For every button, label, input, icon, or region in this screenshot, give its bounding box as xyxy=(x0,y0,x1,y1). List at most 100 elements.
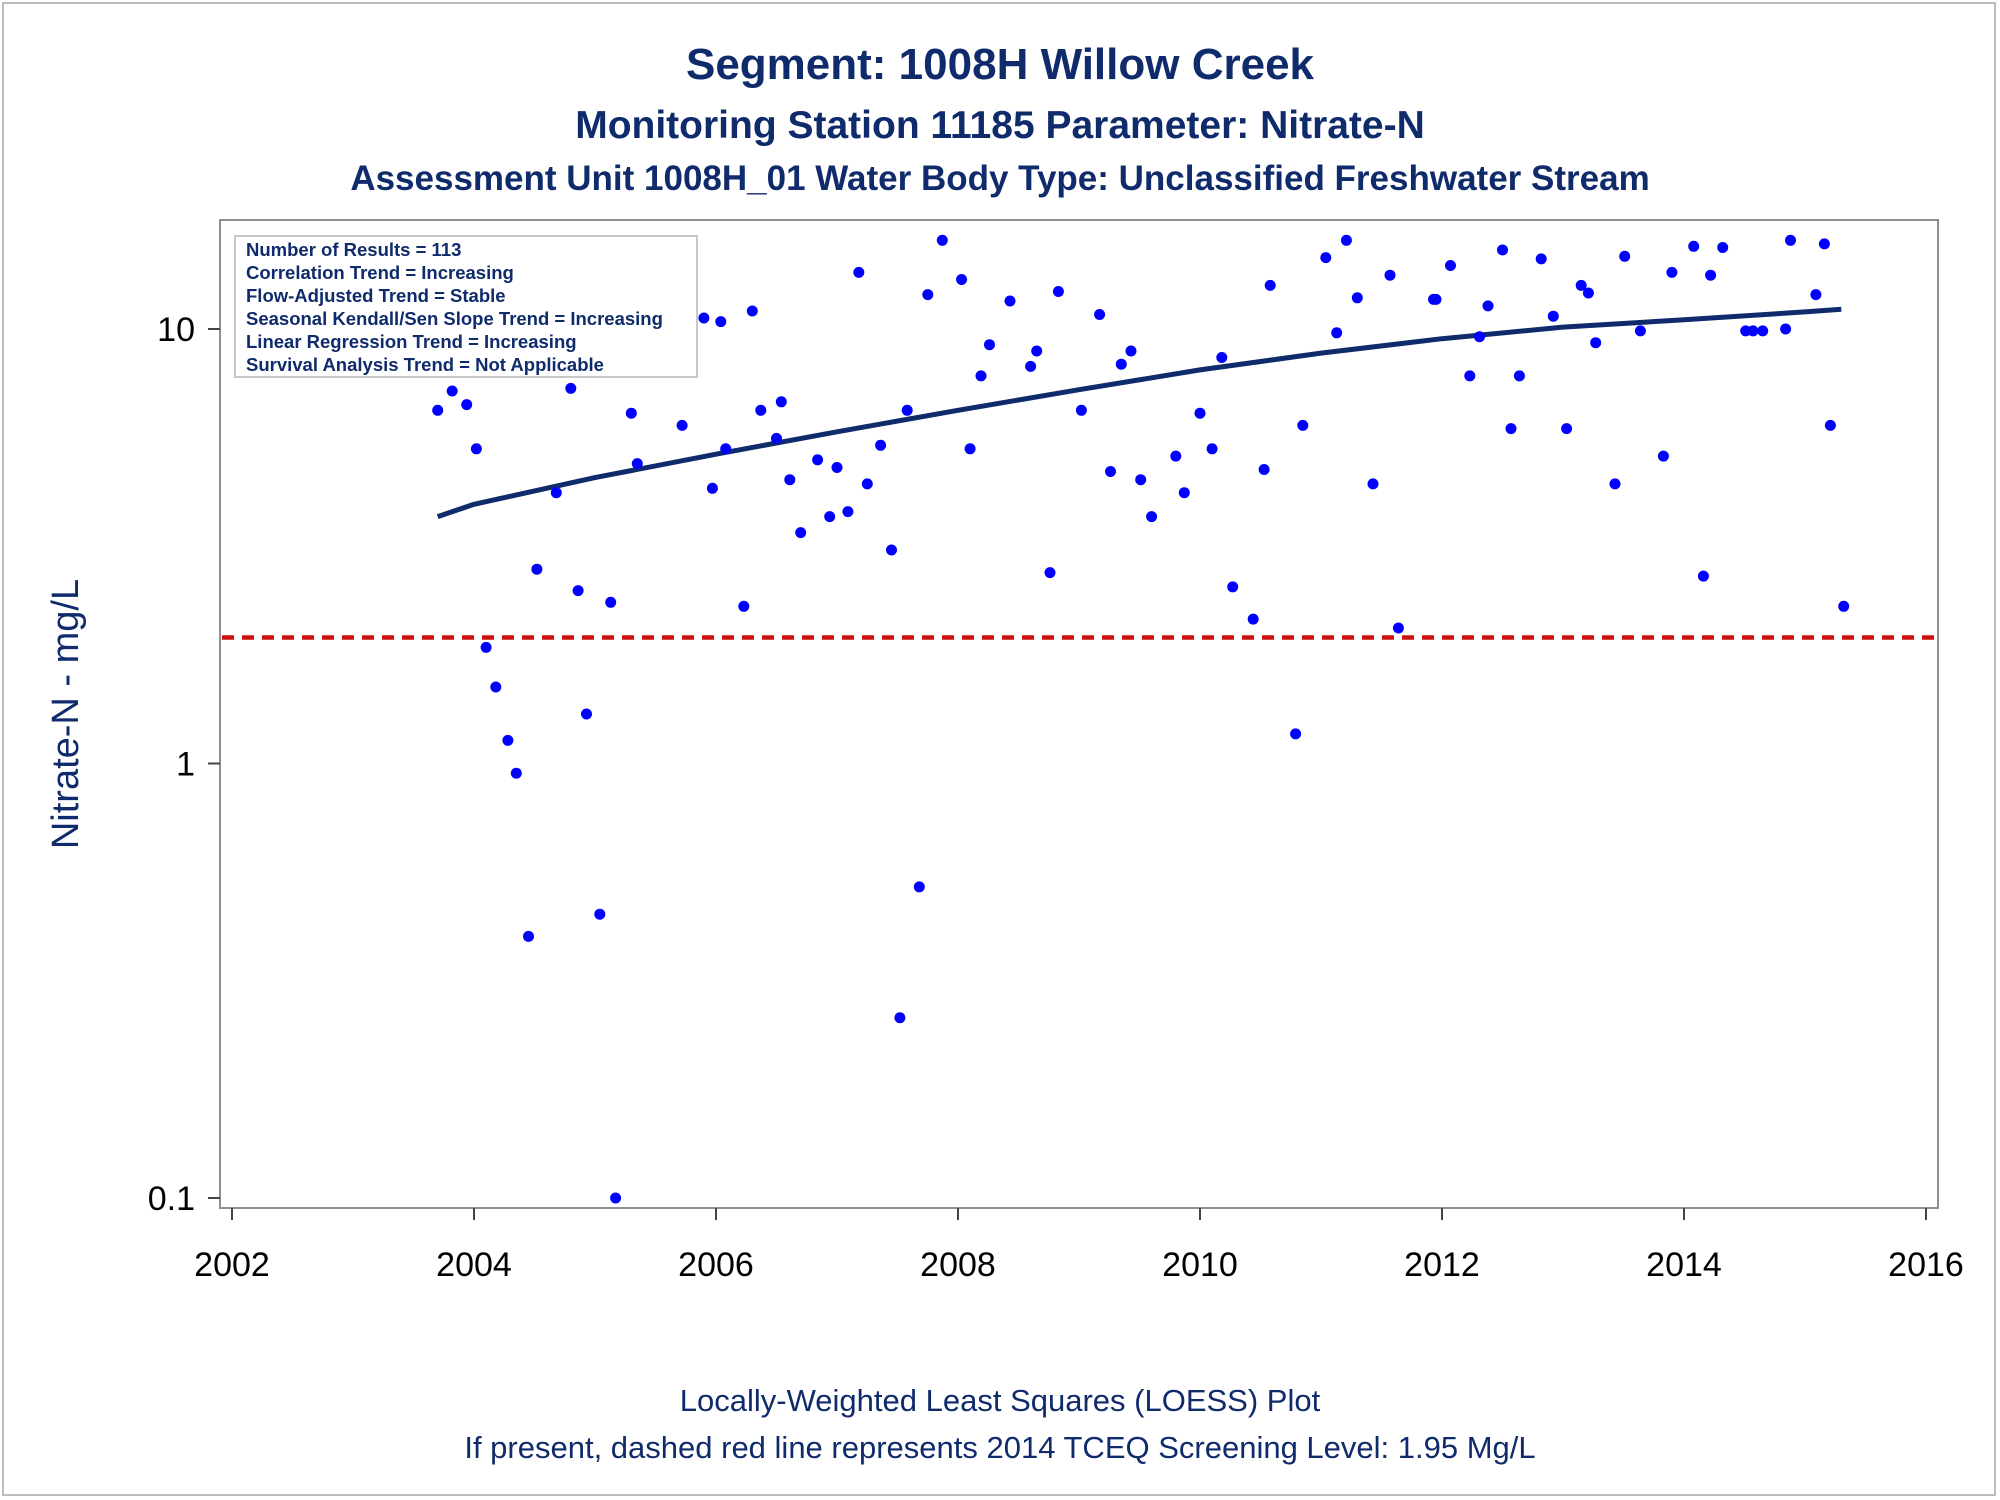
data-point xyxy=(964,443,976,455)
x-tick-label: 2014 xyxy=(1646,1246,1722,1284)
legend-entry: Flow-Adjusted Trend = Stable xyxy=(246,285,506,306)
data-point xyxy=(1666,266,1678,278)
data-point xyxy=(490,681,502,693)
data-point xyxy=(1105,466,1116,477)
data-point xyxy=(1044,567,1056,579)
data-point xyxy=(1258,464,1270,475)
data-point xyxy=(1264,279,1276,291)
data-point xyxy=(1216,352,1228,363)
data-point xyxy=(842,506,854,518)
data-point xyxy=(1634,325,1646,337)
data-point xyxy=(1590,337,1602,349)
chart-subtitle: Monitoring Station 11185 Parameter: Nitr… xyxy=(575,104,1425,147)
data-point xyxy=(746,305,758,317)
data-point xyxy=(1582,287,1594,299)
data-point xyxy=(1320,252,1332,264)
data-point xyxy=(1206,443,1218,455)
data-point xyxy=(1094,309,1106,320)
data-point xyxy=(715,316,727,328)
data-point xyxy=(1464,370,1476,382)
data-point xyxy=(1609,478,1621,490)
data-point xyxy=(913,881,925,893)
data-point xyxy=(1178,487,1190,499)
y-axis: 0.1 1 10 xyxy=(148,311,220,1218)
data-point xyxy=(755,404,767,416)
data-point xyxy=(631,458,643,470)
legend-entry: Number of Results = 113 xyxy=(246,239,461,260)
data-point xyxy=(1367,478,1379,490)
data-point xyxy=(581,708,592,720)
data-point xyxy=(550,487,562,499)
data-point xyxy=(1004,295,1016,307)
x-tick-label: 2006 xyxy=(678,1246,754,1284)
data-point xyxy=(853,266,865,278)
x-tick-label: 2002 xyxy=(194,1246,270,1284)
legend-box xyxy=(234,235,698,378)
data-point xyxy=(432,404,444,416)
data-point xyxy=(1247,613,1259,625)
y-tick-label: 0.1 xyxy=(148,1180,195,1218)
data-point xyxy=(1331,327,1343,339)
data-point xyxy=(1547,310,1559,322)
data-point xyxy=(984,339,995,351)
data-point xyxy=(795,527,807,539)
data-point xyxy=(1824,419,1836,431)
data-point xyxy=(936,234,948,246)
y-tick-label: 1 xyxy=(176,746,195,784)
data-point xyxy=(698,312,710,324)
legend-entry: Survival Analysis Trend = Not Applicable xyxy=(246,354,604,375)
data-point xyxy=(594,908,606,920)
legend-entry: Correlation Trend = Increasing xyxy=(246,262,514,283)
data-point xyxy=(861,478,873,490)
data-point xyxy=(1135,474,1147,486)
data-point xyxy=(956,274,968,285)
data-point xyxy=(1351,292,1363,304)
x-tick-label: 2012 xyxy=(1404,1246,1480,1284)
chart-subtitle-2: Assessment Unit 1008H_01 Water Body Type… xyxy=(350,159,1649,198)
data-point xyxy=(1052,286,1064,297)
data-point xyxy=(812,454,824,466)
data-point xyxy=(1575,279,1587,291)
data-point xyxy=(605,596,617,608)
plot-area xyxy=(219,219,1939,1209)
footnote-loess: Locally-Weighted Least Squares (LOESS) P… xyxy=(680,1383,1321,1418)
data-point xyxy=(610,1192,622,1204)
data-point xyxy=(1227,581,1239,593)
data-point xyxy=(1561,423,1573,435)
data-point xyxy=(1290,728,1302,740)
data-point xyxy=(1705,269,1717,281)
x-axis: 2002 2004 2006 2008 2010 2012 2014 2016 xyxy=(194,1208,1964,1284)
data-point xyxy=(531,563,543,575)
legend-entry: Seasonal Kendall/Sen Slope Trend = Incre… xyxy=(246,308,663,329)
data-point xyxy=(523,930,534,942)
data-point xyxy=(1818,238,1830,250)
data-point xyxy=(1810,289,1822,301)
data-point xyxy=(1505,423,1517,435)
data-point xyxy=(1780,323,1792,335)
data-point xyxy=(1384,269,1396,281)
data-point xyxy=(1146,511,1158,523)
data-point xyxy=(1340,234,1352,246)
data-point xyxy=(1497,244,1508,256)
x-tick-label: 2008 xyxy=(920,1246,996,1284)
data-point xyxy=(1657,450,1669,462)
data-point xyxy=(1075,404,1087,416)
data-point xyxy=(1392,622,1404,634)
data-point xyxy=(775,396,787,408)
data-point xyxy=(975,370,987,382)
data-point xyxy=(676,419,688,431)
data-point xyxy=(831,462,843,473)
data-point xyxy=(1474,331,1485,343)
data-point xyxy=(1430,293,1442,305)
data-point xyxy=(706,482,718,494)
data-point xyxy=(1482,300,1494,312)
data-point xyxy=(875,439,887,451)
data-point xyxy=(1697,570,1709,582)
data-point xyxy=(1170,450,1182,462)
y-axis-label: Nitrate-N - mg/L xyxy=(45,579,87,849)
loess-layer xyxy=(436,306,1842,519)
data-point xyxy=(480,641,492,653)
data-point xyxy=(446,385,458,397)
